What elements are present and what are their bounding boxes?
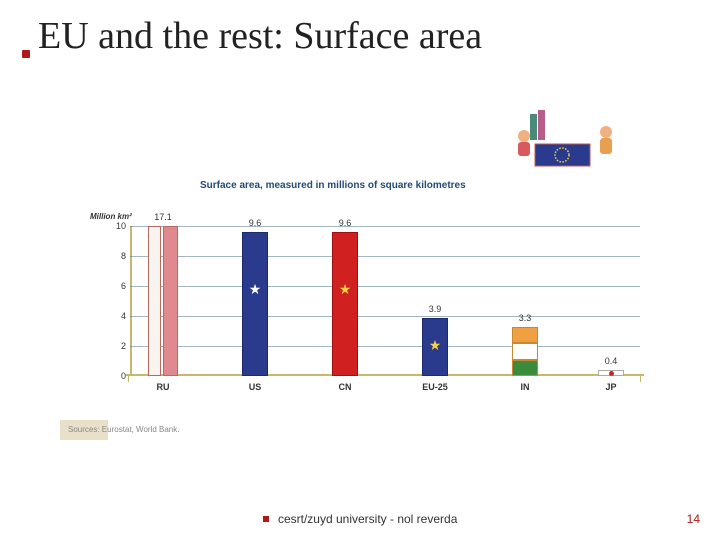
bar-value-label: 3.3 [505, 313, 545, 323]
bar-value-label: 9.6 [325, 218, 365, 228]
slide-root: EU and the rest: Surface area Surface ar… [0, 0, 720, 540]
category-label: CN [325, 382, 365, 392]
category-label: IN [505, 382, 545, 392]
bar-US: ★9.6US [242, 232, 268, 376]
sources-label: Sources: Eurostat, World Bank. [68, 425, 179, 434]
footer-accent [263, 516, 269, 522]
bar-value-label: 9.6 [235, 218, 275, 228]
category-label: EU-25 [415, 382, 455, 392]
y-tick-label: 4 [108, 311, 126, 321]
y-tick-label: 10 [108, 221, 126, 231]
plot-area: 024681017.1RU★9.6US★9.6CN★3.9EU-253.3IN0… [130, 226, 640, 376]
gridline [130, 346, 640, 347]
star-icon: ★ [339, 282, 352, 299]
y-axis-label: Million km² [90, 212, 132, 221]
gridline [130, 316, 640, 317]
bar-value-label: 0.4 [591, 356, 631, 366]
footer: cesrt/zuyd university - nol reverda [0, 512, 720, 526]
y-tick-label: 8 [108, 251, 126, 261]
bar-IN: 3.3IN [512, 327, 538, 377]
star-icon: ★ [429, 338, 442, 355]
y-tick-label: 2 [108, 341, 126, 351]
bar-JP: 0.4JP [598, 370, 624, 376]
y-tick-label: 0 [108, 371, 126, 381]
category-label: RU [143, 382, 183, 392]
y-tick-label: 6 [108, 281, 126, 291]
footer-text: cesrt/zuyd university - nol reverda [278, 512, 457, 526]
bar-RU: 17.1RU [150, 226, 176, 376]
eu-flag-illustration [510, 110, 630, 170]
category-label: US [235, 382, 275, 392]
chart-subtitle: Surface area, measured in millions of sq… [200, 180, 466, 191]
gridline [130, 226, 640, 227]
page-number: 14 [687, 512, 700, 526]
star-icon: ★ [249, 282, 262, 299]
y-axis-line [130, 226, 132, 376]
slide-title: EU and the rest: Surface area [38, 14, 482, 58]
category-label: JP [591, 382, 631, 392]
bar-CN: ★9.6CN [332, 232, 358, 376]
bar-EU25: ★3.9EU-25 [422, 318, 448, 377]
title-accent [22, 50, 30, 58]
bar-value-label: 17.1 [143, 212, 183, 222]
chart-panel: Surface area, measured in millions of sq… [60, 110, 660, 440]
jp-dot-icon [609, 371, 614, 376]
bar-value-label: 3.9 [415, 304, 455, 314]
gridline [130, 286, 640, 287]
gridline [130, 256, 640, 257]
